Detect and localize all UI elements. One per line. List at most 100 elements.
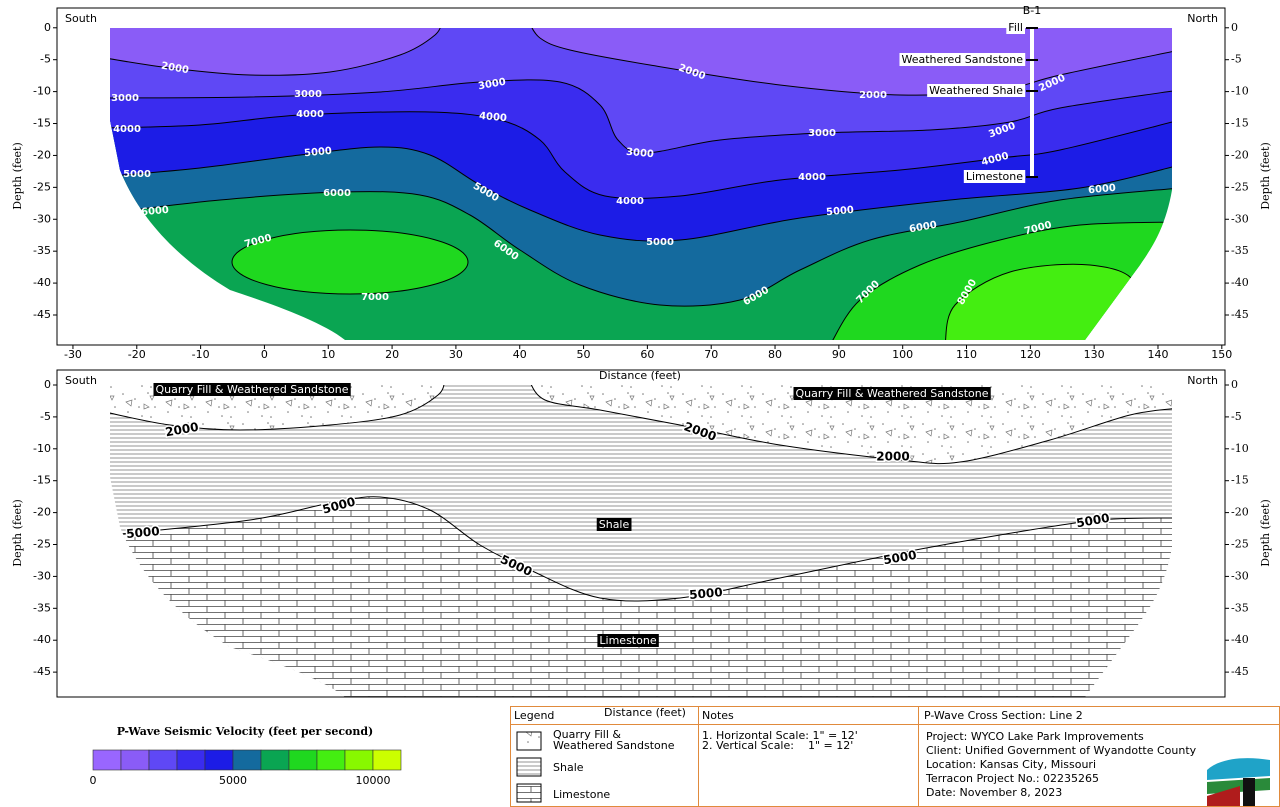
title-block-line: Terracon Project No.: 02235265 — [925, 772, 1099, 785]
x-tick-label: 80 — [768, 348, 782, 361]
y-tick-label: -20 — [1231, 148, 1249, 161]
contour-line — [110, 28, 443, 76]
y-tick-label: -15 — [33, 474, 51, 487]
y-tick-label: -35 — [1231, 601, 1249, 614]
boring-log: B-1 — [1023, 4, 1042, 178]
x-axis-label: Distance (feet) — [604, 706, 686, 719]
y-tick-label: 0 — [1231, 21, 1238, 34]
contour-label: 2000 — [876, 450, 909, 464]
y-tick-label: -15 — [1231, 117, 1249, 130]
color-swatch — [260, 749, 290, 771]
y-tick-label: -25 — [1231, 538, 1249, 551]
y-tick-label: -45 — [1231, 665, 1249, 678]
color-swatch — [92, 749, 122, 771]
band — [945, 264, 1136, 340]
contour-label: 7000 — [361, 292, 389, 303]
color-swatch — [344, 749, 374, 771]
y-tick-label: 0 — [44, 21, 51, 34]
y-tick-label: -45 — [33, 665, 51, 678]
contour-label: 3000 — [477, 77, 506, 93]
contour-line — [110, 111, 1172, 200]
contour-label: 4000 — [798, 172, 826, 183]
label-box — [597, 634, 659, 647]
geology-zones: 2000 20002000500050005000500050005000Quar… — [110, 383, 1172, 697]
x-tick-label: 100 — [892, 348, 913, 361]
x-tick-label: 0 — [261, 348, 268, 361]
contour-line — [527, 28, 1172, 96]
contour-label: 5000 — [126, 524, 160, 541]
contour-label: 5000 — [689, 585, 723, 602]
legend-swatch — [516, 757, 542, 777]
y-tick-label: -15 — [1231, 474, 1249, 487]
contour-label: 4000 — [479, 111, 508, 124]
y-tick-label: -40 — [1231, 276, 1249, 289]
label-box — [899, 53, 1026, 66]
contour-label: 3000 — [808, 128, 836, 139]
colorbar-tick-label: 5000 — [219, 774, 247, 787]
contour-label: 2000 — [859, 90, 887, 101]
colorbar-tick-label: 10000 — [356, 774, 391, 787]
y-tick-label: -35 — [33, 244, 51, 257]
y-tick-label: -10 — [1231, 442, 1249, 455]
color-swatch — [288, 749, 318, 771]
zone-fill — [110, 385, 1172, 697]
y-tick-label: -45 — [33, 308, 51, 321]
x-tick-label: 140 — [1147, 348, 1168, 361]
y-tick-label: -10 — [33, 85, 51, 98]
contour-fill — [110, 28, 1172, 340]
contour-line — [829, 221, 1172, 340]
north-label: North — [1187, 374, 1218, 387]
y-tick-label: -30 — [1231, 569, 1249, 582]
boring-layers: Fill Weathered Sandstone Weathered Shale Li… — [899, 21, 1026, 183]
legend-swatch — [516, 783, 542, 803]
title-block: Project: WYCO Lake Park ImprovementsClie… — [925, 730, 1197, 799]
title-block-line: Location: Kansas City, Missouri — [926, 758, 1096, 771]
contour-label: 4000 — [113, 124, 141, 135]
y-axis-label: Depth (feet) — [1259, 499, 1272, 566]
x-tick-label: 120 — [1020, 348, 1041, 361]
bottom-frame — [56, 369, 1226, 698]
fill-zone — [528, 385, 1172, 464]
legend-item: Weathered Sandstone — [553, 739, 675, 752]
y-tick-label: -40 — [1231, 633, 1249, 646]
boring-layer: Weathered Sandstone — [901, 53, 1023, 66]
color-swatch — [316, 749, 346, 771]
x-tick-label: 20 — [385, 348, 399, 361]
contour-label: 3000 — [626, 147, 655, 160]
contour-line — [110, 79, 1172, 154]
boring-name: B-1 — [1023, 4, 1042, 17]
y-tick-label: -5 — [1231, 53, 1242, 66]
y-tick-label: -10 — [33, 442, 51, 455]
colorbar: 0 5000 10000 — [90, 749, 402, 787]
band — [231, 229, 469, 295]
contour-label: 2000 — [164, 420, 199, 440]
contour-label: 6000 — [908, 220, 937, 236]
x-tick-label: 90 — [832, 348, 846, 361]
x-tick-label: 130 — [1084, 348, 1105, 361]
contour-label: 2000 — [160, 61, 189, 77]
zone-label: Limestone — [599, 634, 656, 647]
band — [110, 28, 442, 76]
title-block-line: Project: WYCO Lake Park Improvements — [926, 730, 1144, 743]
note: 2. Vertical Scale: 1" = 12' — [702, 739, 853, 752]
color-swatch — [176, 749, 206, 771]
contour-label: 3000 — [111, 93, 139, 104]
label-box — [1006, 21, 1025, 34]
y-tick-label: -25 — [33, 538, 51, 551]
zone-label: Quarry Fill & Weathered Sandstone — [155, 383, 348, 396]
notes-title: Notes — [702, 709, 734, 722]
y-tick-label: -30 — [1231, 212, 1249, 225]
color-swatch — [232, 749, 262, 771]
contour-label: 4000 — [616, 196, 644, 207]
y-axis-label: Depth (feet) — [11, 142, 24, 209]
y-tick-label: -25 — [1231, 180, 1249, 193]
contour-label: 5000 — [304, 146, 333, 159]
logo — [1207, 758, 1270, 806]
y-tick-label: -35 — [1231, 244, 1249, 257]
legend-title: Legend — [514, 709, 554, 722]
x-tick-label: -10 — [192, 348, 210, 361]
title-block-title: P-Wave Cross Section: Line 2 — [924, 709, 1083, 722]
contour-label: 6000 — [1088, 183, 1117, 196]
x-tick-label: 70 — [704, 348, 718, 361]
